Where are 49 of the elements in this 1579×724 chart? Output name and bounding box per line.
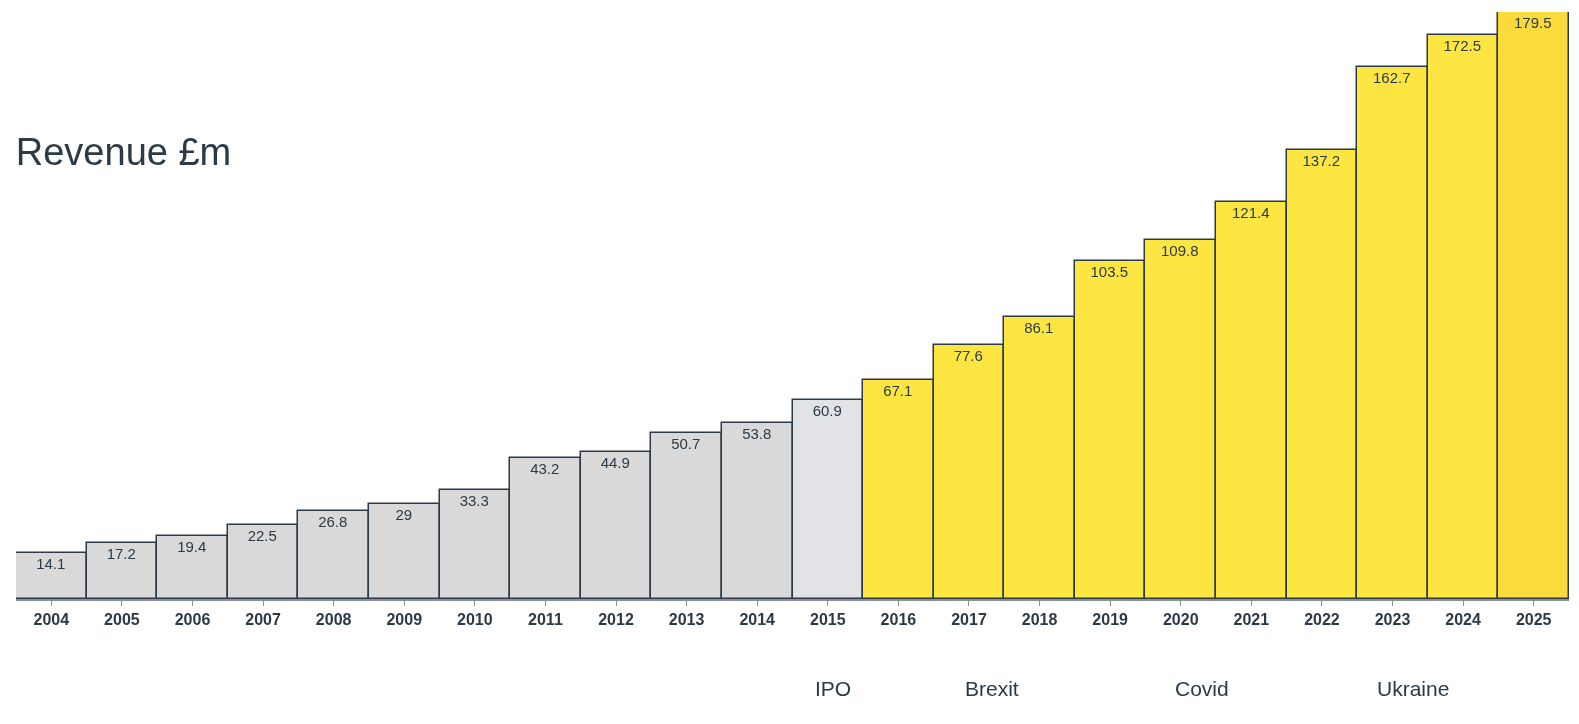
data-label: 50.7 xyxy=(671,435,701,453)
data-label: 17.2 xyxy=(106,545,136,563)
x-tick-label: 2013 xyxy=(668,611,705,629)
x-tick-label: 2023 xyxy=(1374,611,1411,629)
data-label: 103.5 xyxy=(1090,263,1129,281)
data-label: 77.6 xyxy=(953,347,983,365)
x-tick-label: 2004 xyxy=(33,611,70,629)
x-tick-label: 2010 xyxy=(457,611,493,629)
x-tick-label: 2016 xyxy=(880,611,917,629)
x-tick-label: 2012 xyxy=(598,611,634,629)
x-tick-label: 2009 xyxy=(386,611,423,629)
x-tick-label: 2019 xyxy=(1092,611,1129,629)
x-tick-label: 2017 xyxy=(951,611,987,629)
x-tick-label: 2007 xyxy=(245,611,281,629)
text: IPO xyxy=(815,677,852,700)
data-label: 14.1 xyxy=(36,555,66,573)
data-label: 60.9 xyxy=(812,402,842,420)
data-label: 29 xyxy=(395,506,413,524)
x-tick-label: 2022 xyxy=(1304,611,1340,629)
data-label: 43.2 xyxy=(530,460,560,478)
x-tick-label: 2014 xyxy=(739,611,776,629)
data-label: 26.8 xyxy=(318,513,348,531)
data-label: 44.9 xyxy=(600,454,630,472)
data-label: 109.8 xyxy=(1160,242,1199,260)
x-tick-label: 2015 xyxy=(810,611,846,629)
x-tick-label: 2008 xyxy=(315,611,352,629)
data-label: 53.8 xyxy=(742,425,772,443)
x-tick-label: 2021 xyxy=(1233,611,1270,629)
text: Ukraine xyxy=(1377,677,1450,700)
data-label: 86.1 xyxy=(1024,319,1054,337)
x-tick-label: 2025 xyxy=(1515,611,1552,629)
data-label: 67.1 xyxy=(883,382,913,400)
text: Revenue £m xyxy=(15,131,232,174)
x-tick-label: 2018 xyxy=(1021,611,1058,629)
x-tick-label: 2020 xyxy=(1162,611,1199,629)
data-label: 19.4 xyxy=(177,538,207,556)
data-label: 172.5 xyxy=(1443,37,1482,55)
x-tick-label: 2006 xyxy=(174,611,211,629)
text: Covid xyxy=(1175,677,1229,700)
data-label: 137.2 xyxy=(1302,152,1341,170)
data-label: 179.5 xyxy=(1513,14,1552,32)
data-label: 162.7 xyxy=(1372,69,1411,87)
x-tick-label: 2005 xyxy=(104,611,140,629)
x-tick-label: 2011 xyxy=(528,611,563,629)
text: Brexit xyxy=(965,677,1019,700)
data-label: 121.4 xyxy=(1231,204,1270,222)
data-label: 33.3 xyxy=(459,492,489,510)
x-tick-label: 2024 xyxy=(1445,611,1482,629)
data-label: 22.5 xyxy=(247,527,277,545)
